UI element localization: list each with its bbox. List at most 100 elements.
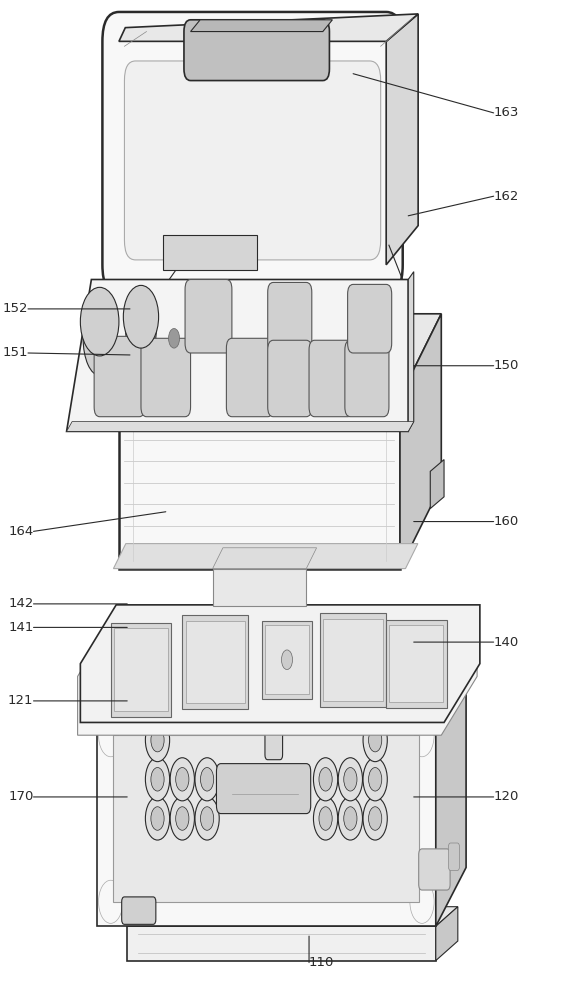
FancyBboxPatch shape — [448, 843, 459, 870]
Circle shape — [281, 650, 293, 670]
Circle shape — [170, 797, 195, 840]
Circle shape — [99, 880, 123, 923]
FancyBboxPatch shape — [309, 340, 353, 417]
FancyBboxPatch shape — [94, 336, 145, 417]
FancyBboxPatch shape — [122, 897, 156, 924]
Polygon shape — [119, 397, 400, 569]
Polygon shape — [119, 686, 439, 735]
Circle shape — [176, 768, 189, 791]
Polygon shape — [196, 30, 317, 63]
FancyBboxPatch shape — [184, 20, 329, 81]
FancyBboxPatch shape — [185, 280, 232, 353]
Circle shape — [169, 329, 180, 348]
FancyBboxPatch shape — [345, 340, 389, 417]
Circle shape — [200, 807, 214, 830]
Polygon shape — [212, 548, 317, 569]
Polygon shape — [114, 628, 168, 711]
Text: 120: 120 — [494, 790, 519, 803]
Circle shape — [145, 719, 170, 762]
FancyBboxPatch shape — [418, 849, 450, 890]
FancyBboxPatch shape — [102, 12, 403, 294]
Polygon shape — [408, 272, 414, 431]
FancyBboxPatch shape — [267, 340, 312, 417]
Circle shape — [145, 758, 170, 801]
Polygon shape — [114, 544, 418, 569]
Ellipse shape — [83, 301, 116, 376]
FancyBboxPatch shape — [265, 686, 282, 760]
Text: 142: 142 — [8, 597, 33, 610]
Polygon shape — [212, 569, 307, 606]
Text: 164: 164 — [8, 525, 33, 538]
Circle shape — [410, 714, 434, 757]
Polygon shape — [390, 625, 444, 702]
FancyBboxPatch shape — [348, 284, 391, 353]
Circle shape — [344, 768, 357, 791]
Text: 150: 150 — [494, 359, 519, 372]
Polygon shape — [119, 314, 441, 397]
Text: 121: 121 — [8, 694, 33, 707]
Text: 162: 162 — [494, 190, 519, 203]
Circle shape — [410, 880, 434, 923]
Circle shape — [338, 758, 363, 801]
FancyBboxPatch shape — [216, 764, 311, 814]
Polygon shape — [191, 20, 332, 32]
Circle shape — [200, 768, 214, 791]
Circle shape — [313, 758, 338, 801]
Polygon shape — [77, 618, 477, 735]
Circle shape — [99, 714, 123, 757]
Polygon shape — [67, 279, 408, 431]
Polygon shape — [111, 622, 171, 717]
Polygon shape — [386, 14, 418, 265]
Circle shape — [195, 797, 219, 840]
Circle shape — [80, 287, 119, 356]
Circle shape — [363, 719, 387, 762]
Text: 160: 160 — [494, 515, 519, 528]
Text: 110: 110 — [309, 956, 335, 969]
Circle shape — [123, 285, 158, 348]
Polygon shape — [97, 711, 436, 926]
Circle shape — [145, 797, 170, 840]
Circle shape — [363, 758, 387, 801]
Polygon shape — [185, 621, 245, 703]
Polygon shape — [265, 625, 309, 694]
FancyBboxPatch shape — [226, 338, 273, 417]
Polygon shape — [127, 926, 436, 961]
Polygon shape — [80, 605, 480, 722]
Circle shape — [319, 807, 332, 830]
Circle shape — [344, 807, 357, 830]
Polygon shape — [386, 620, 447, 708]
Circle shape — [319, 768, 332, 791]
FancyBboxPatch shape — [125, 61, 381, 260]
Polygon shape — [430, 460, 444, 509]
Circle shape — [338, 797, 363, 840]
Circle shape — [363, 797, 387, 840]
Text: 141: 141 — [8, 621, 33, 634]
Polygon shape — [114, 735, 419, 902]
Polygon shape — [97, 652, 466, 711]
Polygon shape — [163, 235, 257, 270]
Polygon shape — [262, 621, 312, 699]
Polygon shape — [119, 385, 400, 397]
Polygon shape — [67, 422, 414, 431]
Polygon shape — [436, 907, 458, 961]
Circle shape — [369, 807, 382, 830]
Circle shape — [369, 728, 382, 752]
Circle shape — [151, 768, 164, 791]
Text: 170: 170 — [8, 790, 33, 803]
Circle shape — [151, 728, 164, 752]
Polygon shape — [127, 907, 458, 926]
Polygon shape — [320, 613, 386, 707]
Polygon shape — [436, 652, 466, 926]
Circle shape — [313, 797, 338, 840]
FancyBboxPatch shape — [267, 282, 312, 353]
Text: 140: 140 — [494, 636, 519, 649]
Polygon shape — [400, 314, 441, 569]
Circle shape — [369, 768, 382, 791]
Polygon shape — [183, 615, 249, 709]
Polygon shape — [119, 14, 418, 41]
Ellipse shape — [126, 295, 156, 362]
FancyBboxPatch shape — [141, 338, 191, 417]
Polygon shape — [323, 619, 383, 701]
Text: 151: 151 — [2, 347, 28, 360]
Circle shape — [170, 758, 195, 801]
